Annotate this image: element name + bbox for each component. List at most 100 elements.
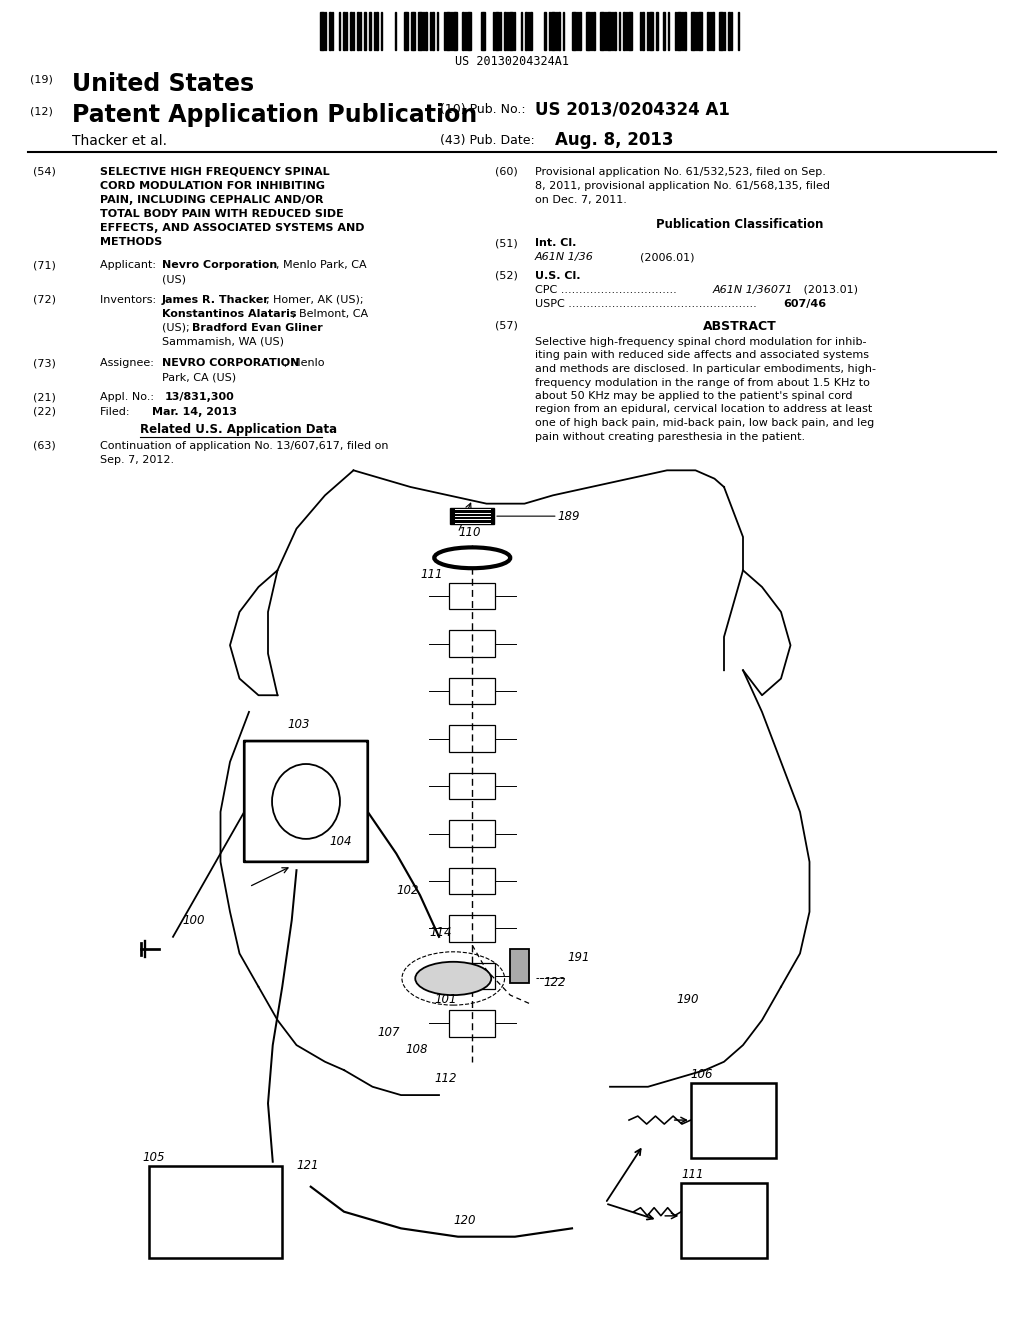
Text: (US): (US) — [162, 275, 186, 284]
Bar — [737, 12, 739, 50]
Bar — [319, 12, 322, 50]
Text: PAIN, INCLUDING CEPHALIC AND/OR: PAIN, INCLUDING CEPHALIC AND/OR — [100, 195, 324, 205]
Bar — [593, 12, 595, 50]
Bar — [698, 12, 699, 50]
Text: Mar. 14, 2013: Mar. 14, 2013 — [152, 407, 237, 417]
Bar — [691, 12, 692, 50]
Bar — [450, 630, 495, 657]
Text: 189: 189 — [558, 510, 581, 523]
Text: ABSTRACT: ABSTRACT — [703, 319, 777, 333]
Bar — [609, 12, 611, 50]
Text: (54): (54) — [33, 168, 56, 177]
Bar — [553, 12, 555, 50]
Bar — [611, 12, 613, 50]
Bar — [724, 12, 725, 50]
Bar — [589, 12, 590, 50]
Text: 101: 101 — [434, 993, 457, 1006]
Bar — [346, 12, 347, 50]
Text: 102: 102 — [396, 884, 419, 898]
Bar — [507, 12, 508, 50]
Bar — [656, 12, 657, 50]
Bar — [668, 12, 670, 50]
Bar — [369, 12, 371, 50]
Text: Konstantinos Alataris: Konstantinos Alataris — [162, 309, 297, 319]
Bar — [450, 1010, 495, 1036]
Ellipse shape — [434, 548, 510, 568]
Text: 111: 111 — [681, 1168, 703, 1180]
Text: (63): (63) — [33, 441, 55, 451]
Text: 100: 100 — [182, 913, 205, 927]
Text: (60): (60) — [495, 168, 518, 177]
Bar — [481, 12, 482, 50]
Bar — [411, 12, 413, 50]
Bar — [450, 583, 495, 610]
Bar — [423, 12, 424, 50]
Bar — [663, 12, 665, 50]
Bar — [527, 12, 529, 50]
Text: Sammamish, WA (US): Sammamish, WA (US) — [162, 337, 284, 347]
Bar — [325, 12, 327, 50]
Bar — [451, 12, 453, 50]
Text: 191: 191 — [567, 952, 590, 964]
Text: A61N 1/36: A61N 1/36 — [535, 252, 594, 261]
Bar — [544, 12, 546, 50]
Bar — [495, 12, 497, 50]
Text: 122: 122 — [544, 975, 566, 989]
Bar — [600, 12, 602, 50]
Bar — [647, 12, 648, 50]
Bar — [150, 1166, 283, 1258]
Bar — [591, 12, 592, 50]
Text: Patent Application Publication: Patent Application Publication — [72, 103, 477, 127]
Bar — [562, 12, 564, 50]
Bar — [462, 12, 464, 50]
Bar — [381, 12, 382, 50]
Bar — [407, 12, 408, 50]
Text: Related U.S. Application Data: Related U.S. Application Data — [140, 422, 337, 436]
Bar — [731, 12, 732, 50]
Bar — [450, 962, 495, 989]
Bar — [693, 12, 695, 50]
Bar — [574, 12, 577, 50]
Text: 120: 120 — [454, 1213, 476, 1226]
Text: A61N 1/36071: A61N 1/36071 — [713, 285, 794, 294]
Text: CORD MODULATION FOR INHIBITING: CORD MODULATION FOR INHIBITING — [100, 181, 325, 191]
Text: , Menlo: , Menlo — [284, 358, 325, 368]
Text: 8, 2011, provisional application No. 61/568,135, filed: 8, 2011, provisional application No. 61/… — [535, 181, 830, 191]
Bar — [425, 12, 427, 50]
Bar — [330, 12, 331, 50]
Bar — [450, 725, 495, 752]
Bar — [493, 12, 495, 50]
Text: Bradford Evan Gliner: Bradford Evan Gliner — [193, 323, 323, 333]
Text: about 50 KHz may be applied to the patient's spinal cord: about 50 KHz may be applied to the patie… — [535, 391, 853, 401]
Text: frequency modulation in the range of from about 1.5 KHz to: frequency modulation in the range of fro… — [535, 378, 869, 388]
Bar — [684, 12, 686, 50]
Bar — [467, 12, 469, 50]
Bar — [719, 12, 721, 50]
Text: Provisional application No. 61/532,523, filed on Sep.: Provisional application No. 61/532,523, … — [535, 168, 826, 177]
Text: James R. Thacker: James R. Thacker — [162, 294, 269, 305]
Text: (73): (73) — [33, 358, 56, 368]
Text: 114: 114 — [429, 927, 452, 939]
Bar — [365, 12, 366, 50]
Bar — [465, 12, 466, 50]
Text: 105: 105 — [142, 1151, 165, 1164]
Bar — [456, 12, 457, 50]
Text: (72): (72) — [33, 294, 56, 305]
Text: METHODS: METHODS — [100, 238, 162, 247]
Bar — [357, 12, 359, 50]
Bar — [394, 12, 396, 50]
Bar — [436, 12, 438, 50]
Text: (2006.01): (2006.01) — [640, 252, 694, 261]
Bar — [604, 12, 606, 50]
Text: and methods are disclosed. In particular embodiments, high-: and methods are disclosed. In particular… — [535, 364, 876, 374]
Text: 110: 110 — [458, 527, 480, 540]
Text: Inventors:: Inventors: — [100, 294, 163, 305]
Text: Selective high-frequency spinal chord modulation for inhib-: Selective high-frequency spinal chord mo… — [535, 337, 866, 347]
Bar — [691, 1082, 776, 1158]
Bar — [549, 12, 550, 50]
Text: 111: 111 — [420, 568, 442, 581]
Bar — [618, 12, 621, 50]
Text: 121: 121 — [297, 1159, 319, 1172]
Bar — [352, 12, 354, 50]
Text: region from an epidural, cervical location to address at least: region from an epidural, cervical locati… — [535, 404, 872, 414]
